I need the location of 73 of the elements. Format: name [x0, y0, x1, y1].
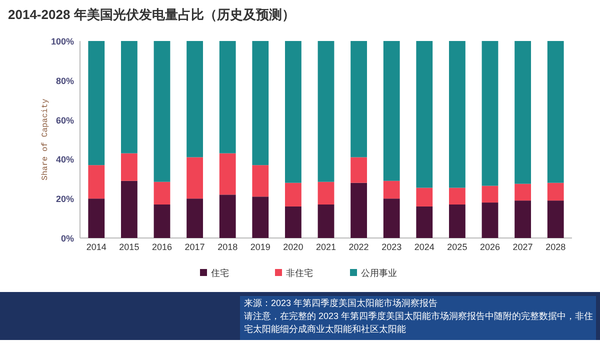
bar [416, 206, 433, 238]
bar [219, 41, 236, 154]
bar [383, 41, 400, 181]
bar [252, 196, 269, 238]
bar [318, 204, 334, 238]
bar [350, 41, 367, 158]
legend-label: 公用事业 [361, 268, 397, 278]
bar [383, 198, 400, 238]
bar [514, 184, 531, 201]
bar [383, 180, 400, 199]
bar [88, 198, 105, 238]
bar [154, 204, 170, 238]
y-tick-label: 60% [56, 115, 74, 126]
x-tick-label: 2015 [119, 242, 140, 252]
x-tick-label: 2014 [86, 242, 106, 252]
bar [547, 41, 564, 183]
bar [285, 206, 302, 238]
legend-label: 住宅 [211, 268, 229, 278]
x-tick-label: 2022 [348, 242, 369, 252]
bar [186, 41, 203, 158]
legend-label: 非住宅 [286, 268, 313, 278]
bar [482, 186, 498, 203]
y-axis-title: Share of Capacity [41, 98, 50, 180]
bar [121, 41, 138, 154]
x-tick-label: 2023 [382, 242, 402, 252]
bar [350, 157, 367, 183]
x-tick-label: 2021 [316, 242, 336, 252]
bar [121, 180, 138, 238]
x-tick-label: 2027 [512, 242, 533, 252]
bar [318, 41, 334, 182]
y-tick-label: 100% [50, 36, 74, 46]
x-tick-label: 2017 [184, 242, 205, 252]
bar [449, 204, 466, 238]
bar [514, 41, 531, 184]
bar [219, 194, 236, 238]
bar [219, 153, 236, 195]
x-tick-label: 2025 [447, 242, 468, 252]
y-tick-label: 20% [56, 194, 74, 204]
bar [350, 182, 367, 238]
x-tick-label: 2020 [283, 242, 304, 252]
text: 请注意，在完整的 2023 年第四季度美国太阳能市场洞察报告中随附的完整数据中，非住宅太阳能细分成商业太阳能和社区太阳能 [244, 310, 594, 336]
bar [121, 153, 138, 181]
bar [416, 41, 433, 188]
x-tick-label: 2026 [480, 242, 500, 252]
bar [186, 198, 203, 238]
source-note: 来源：2023 年第四季度美国太阳能市场洞察报告 [244, 297, 439, 310]
bar [285, 182, 302, 206]
bar [449, 41, 466, 188]
bar [154, 41, 170, 182]
bar [547, 200, 564, 238]
x-tick-label: 2016 [152, 242, 172, 252]
bar [252, 165, 269, 197]
bar [547, 182, 564, 201]
y-tick-label: 80% [56, 76, 74, 86]
bar [482, 41, 498, 186]
x-tick-label: 2028 [546, 242, 566, 252]
x-tick-label: 2019 [250, 242, 270, 252]
bar [514, 200, 531, 238]
y-tick-label: 0% [60, 234, 74, 244]
y-tick-label: 40% [56, 154, 74, 165]
bar [88, 41, 105, 166]
bar [88, 165, 105, 199]
bar [449, 188, 466, 205]
bar [186, 157, 203, 199]
bar [416, 188, 433, 206]
bar [154, 182, 170, 205]
chart-title: 2014-2028 年美国光伏发电量占比（历史及预测） [8, 7, 295, 22]
bar [285, 41, 302, 183]
bar [252, 41, 269, 166]
x-tick-label: 2018 [218, 242, 238, 252]
bar [318, 182, 334, 205]
bar [482, 202, 498, 238]
x-tick-label: 2024 [414, 242, 434, 252]
